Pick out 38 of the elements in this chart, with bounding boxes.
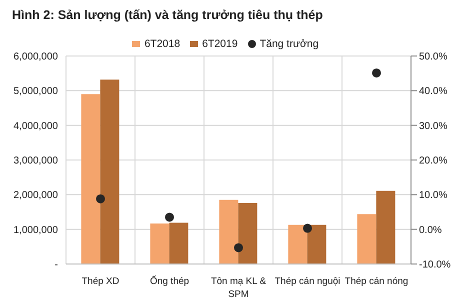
bar (376, 190, 396, 264)
y2-tick-label: -10.0% (419, 260, 451, 271)
y2-tick-label: 40.0% (419, 86, 448, 98)
point (96, 194, 105, 204)
y2-tick-label: 50.0% (419, 52, 448, 63)
y-tick-label: 1,000,000 (14, 224, 58, 236)
y-tick-label: - (54, 260, 58, 271)
bar (150, 223, 170, 264)
bar (219, 200, 238, 264)
legend-label: 6T2018 (144, 38, 180, 50)
point (303, 224, 312, 233)
chart-title: Hình 2: Sản lượng (tấn) và tăng trưởng tiêu thụ thép (12, 8, 323, 22)
x-tick-label: Thép cán nóng (344, 276, 408, 287)
y-tick-label: 5,000,000 (14, 86, 58, 98)
legend-label: Tăng trưởng (260, 38, 319, 50)
point (165, 212, 174, 222)
bar (307, 224, 326, 264)
bar (238, 202, 258, 264)
y-tick-label: 6,000,000 (14, 52, 58, 63)
x-tick-label: Tôn mạ KL & SPM (210, 276, 267, 300)
bar (288, 224, 308, 264)
legend-label: 6T2019 (202, 38, 238, 50)
y2-tick-label: 30.0% (419, 120, 448, 132)
bar (357, 214, 376, 264)
x-tick-label: Thép cán nguội (274, 276, 340, 287)
bar (169, 222, 188, 264)
bar (100, 80, 120, 264)
point (372, 68, 381, 78)
y-tick-label: 4,000,000 (14, 120, 58, 132)
y2-tick-label: 0.0% (419, 224, 442, 236)
x-tick-label: Thép XD (82, 276, 120, 287)
y-tick-label: 3,000,000 (14, 156, 58, 167)
y2-tick-label: 10.0% (419, 190, 448, 202)
point (234, 243, 243, 252)
y2-tick-label: 20.0% (419, 156, 448, 167)
x-tick-label: Ống thép (150, 275, 190, 287)
bar (81, 94, 100, 264)
y-tick-label: 2,000,000 (14, 190, 58, 202)
